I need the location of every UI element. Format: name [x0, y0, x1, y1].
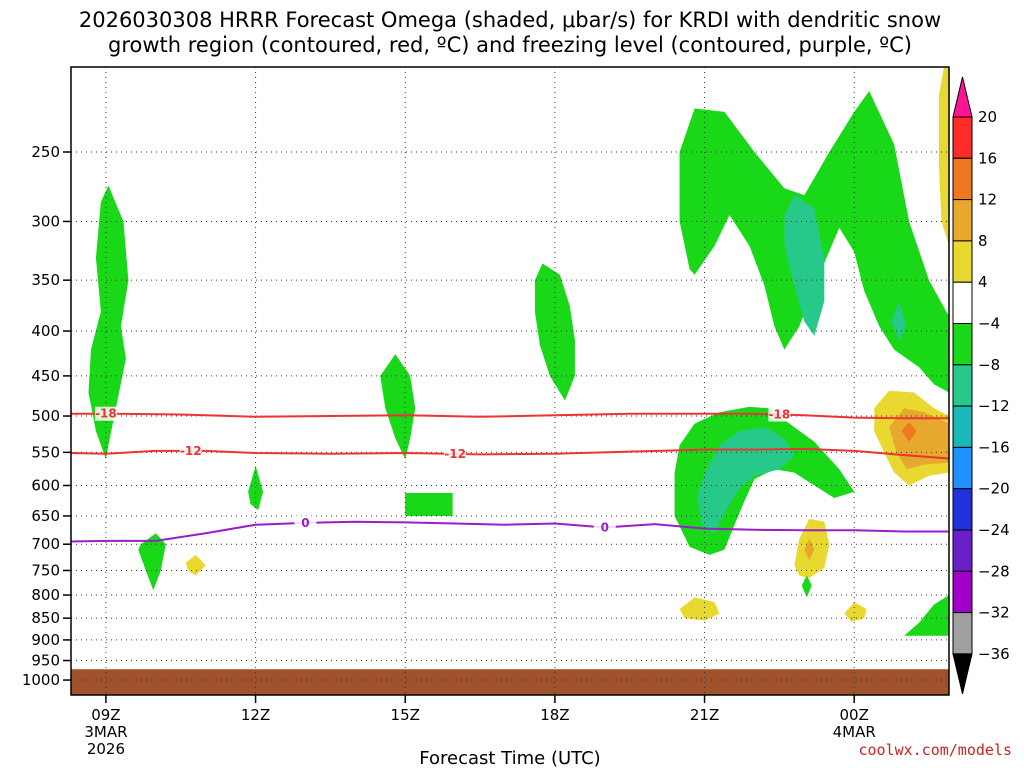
colorbar-swatch: [952, 446, 973, 490]
colorbar-label: 4: [978, 273, 988, 291]
y-tick-label-700: 700: [31, 535, 60, 553]
colorbar-label: −36: [978, 645, 1010, 663]
omega-region-4: [380, 354, 416, 460]
contour-label-bg: [179, 443, 202, 458]
colorbar-label: −28: [978, 562, 1010, 580]
colorbar-label: −20: [978, 480, 1010, 498]
omega-region-16: [844, 602, 867, 622]
x-tick-label-09Z: 09Z: [91, 706, 120, 724]
contour-label-bg: [768, 407, 791, 422]
x-tick-label-21Z: 21Z: [690, 706, 719, 724]
y-tick-label-800: 800: [31, 586, 60, 604]
omega-region-18: [889, 408, 949, 470]
colorbar-swatch: [952, 488, 973, 531]
y-tick-label-500: 500: [31, 407, 60, 425]
omega-region-21: [904, 595, 949, 636]
colorbar-label: 20: [978, 108, 997, 126]
omega-shading: [88, 67, 949, 636]
colorbar: 20 16 12 8 4 −4 −8 −12 −16 −20 −24 −28 −32 −36: [952, 76, 1010, 695]
colorbar-label: −32: [978, 604, 1010, 622]
contour-label-0: 0: [301, 516, 309, 530]
colorbar-swatch: [952, 240, 973, 283]
contour-label-bg: [444, 446, 467, 461]
y-tick-label-750: 750: [31, 561, 60, 579]
x-axis-label: Forecast Time (UTC): [419, 748, 600, 768]
contour-lines: -18 -18 -12 -12 0 0: [71, 406, 949, 543]
omega-region-20: [939, 67, 949, 246]
omega-region-5: [405, 493, 453, 516]
y-tick-label-600: 600: [31, 476, 60, 494]
colorbar-label: 16: [978, 149, 997, 167]
chart-title-line1: 2026030308 HRRR Forecast Omega (shaded, …: [79, 8, 941, 32]
x-tick-label-15Z: 15Z: [391, 706, 420, 724]
colorbar-label: 8: [978, 232, 988, 250]
x-tick-label-00Z: 00Z: [840, 706, 869, 724]
y-tick-label-450: 450: [31, 367, 60, 385]
colorbar-swatch: [952, 364, 973, 407]
ground-surface: [71, 669, 949, 695]
colorbar-swatch: [952, 281, 973, 325]
x-tick-year: 2026: [87, 740, 125, 758]
x-tick-date: 4MAR: [833, 723, 876, 741]
colorbar-bottom-arrow: [952, 653, 973, 695]
y-tick-label-300: 300: [31, 212, 60, 230]
y-tick-label-850: 850: [31, 609, 60, 627]
contour-label-bg: [94, 406, 117, 421]
omega-region-9: [891, 301, 907, 341]
chart-title-line2: growth region (contoured, red, ºC) and f…: [108, 33, 912, 57]
x-tick-label-18Z: 18Z: [540, 706, 569, 724]
omega-region-11: [697, 427, 795, 534]
contour-0: [71, 520, 949, 543]
colorbar-swatch: [952, 570, 973, 614]
omega-region-1: [138, 533, 166, 591]
omega-region-13: [804, 538, 815, 561]
colorbar-swatch: [952, 323, 973, 366]
omega-region-2: [185, 554, 206, 576]
colorbar-swatch: [952, 157, 973, 201]
y-axis-ticks: 250 300 350 400 450 500 550 600 650 700 750 800 850 9…: [22, 143, 71, 689]
contour-label--18: -18: [95, 407, 117, 421]
contour-label--12: -12: [444, 447, 466, 461]
omega-region-8: [784, 195, 825, 336]
omega-region-15: [679, 597, 720, 621]
omega-region-0: [88, 185, 129, 460]
y-tick-label-1000: 1000: [22, 671, 60, 689]
colorbar-label: −4: [978, 315, 1000, 333]
contour-label-0: 0: [601, 521, 609, 535]
y-tick-label-400: 400: [31, 322, 60, 340]
omega-region-19: [901, 422, 917, 442]
colorbar-label: −12: [978, 397, 1010, 415]
contour-label--18: -18: [769, 408, 791, 422]
y-tick-label-350: 350: [31, 271, 60, 289]
colorbar-swatch: [952, 116, 973, 159]
colorbar-swatch: [952, 405, 973, 448]
grid-lines: [71, 67, 949, 695]
contour-label-bg: [294, 515, 317, 530]
y-tick-label-550: 550: [31, 443, 60, 461]
y-tick-label-900: 900: [31, 631, 60, 649]
colorbar-swatch: [952, 199, 973, 242]
plot-frame: [70, 66, 950, 696]
contour--18: [71, 412, 949, 420]
colorbar-label: −16: [978, 438, 1010, 456]
x-tick-date: 3MAR: [84, 723, 127, 741]
y-tick-label-250: 250: [31, 143, 60, 161]
colorbar-top-arrow: [952, 76, 973, 118]
omega-region-14: [801, 575, 812, 598]
colorbar-swatch: [952, 612, 973, 655]
colorbar-label: 12: [978, 191, 997, 209]
contour-label--12: -12: [180, 444, 202, 458]
contour-label-bg: [593, 520, 616, 535]
site-credit: coolwx.com/models: [858, 741, 1012, 759]
colorbar-swatch: [952, 529, 973, 572]
x-tick-label-12Z: 12Z: [241, 706, 270, 724]
y-tick-label-950: 950: [31, 652, 60, 670]
colorbar-label: −24: [978, 521, 1010, 539]
colorbar-label: −8: [978, 356, 1000, 374]
y-tick-label-650: 650: [31, 507, 60, 525]
